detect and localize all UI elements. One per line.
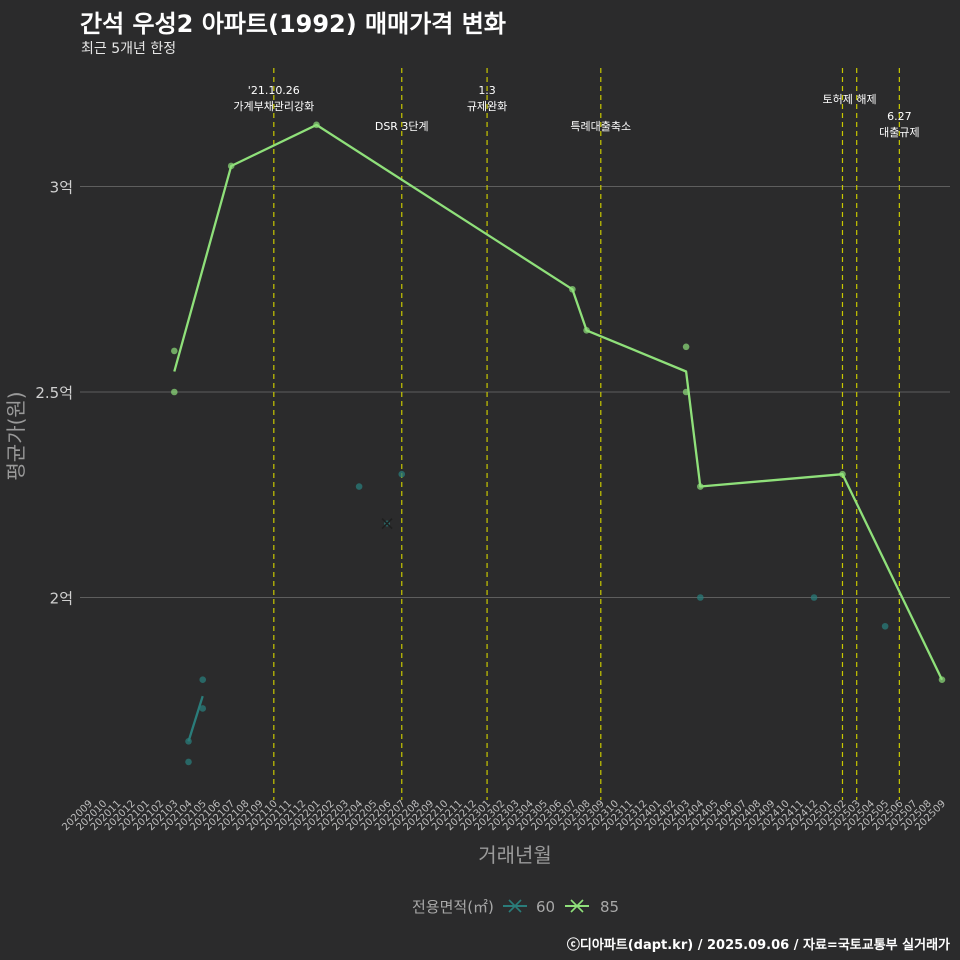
legend-key-60: 60	[503, 898, 555, 916]
event-annotation-label: '21.10.26	[248, 84, 300, 97]
grid-lines	[80, 186, 950, 598]
y-tick-label: 3억	[50, 179, 73, 197]
series-60-point	[881, 622, 889, 630]
y-tick-label: 2억	[50, 590, 73, 608]
event-annotation-label: 규제완화	[467, 100, 507, 113]
event-annotation-label: 특례대출축소	[570, 120, 631, 133]
legend-key-85-marker	[570, 899, 584, 913]
y-axis-ticks: 2억 2.5억 3억	[35, 179, 73, 608]
series-60-point	[199, 705, 207, 712]
series-60-point	[185, 758, 192, 766]
legend-label-60: 60	[536, 898, 555, 916]
series-60-point	[697, 594, 704, 601]
series-60-point	[199, 676, 207, 683]
series-60-point	[398, 470, 406, 478]
chart-subtitle: 최근 5개년 한정	[81, 41, 177, 57]
series-60-line	[187, 695, 204, 742]
event-annotation-label: DSR 3단계	[375, 120, 429, 133]
event-lines	[273, 68, 900, 800]
legend: 전용면적(㎡) 60 85	[412, 898, 619, 916]
x-axis-ticks: 2020092020102020112020122021012021022021…	[60, 798, 948, 833]
legend-key-85: 85	[565, 898, 619, 916]
legend-key-60-marker	[508, 899, 522, 913]
series-60-point	[810, 594, 818, 601]
event-annotation-label: 대출규제	[879, 126, 919, 139]
event-annotation-label: 6.27	[887, 110, 912, 123]
x-axis-title: 거래년월	[478, 843, 552, 867]
legend-title: 전용면적(㎡)	[412, 898, 494, 916]
legend-label-85: 85	[600, 898, 619, 916]
event-annotation-label: 토허제 해제	[823, 92, 877, 106]
event-annotation-label: 1.3	[478, 84, 496, 97]
series-60-point	[355, 483, 363, 490]
source-caption: ⓒ디아파트(dapt.kr) / 2025.09.06 / 자료=국토교통부 실…	[566, 938, 950, 953]
chart-title: 간석 우성2 아파트(1992) 매매가격 변화	[80, 10, 506, 38]
y-tick-label: 2.5억	[35, 384, 73, 402]
series-85-point	[171, 347, 178, 355]
series-60-marker-cross	[381, 517, 393, 530]
series-85-point	[682, 343, 690, 351]
series-85-point	[171, 388, 178, 396]
event-annotation-label: 가계부채관리강화	[233, 100, 314, 113]
series-85-line	[173, 123, 944, 681]
y-axis-title: 평균가(원)	[4, 391, 28, 480]
series-marks	[171, 121, 946, 766]
